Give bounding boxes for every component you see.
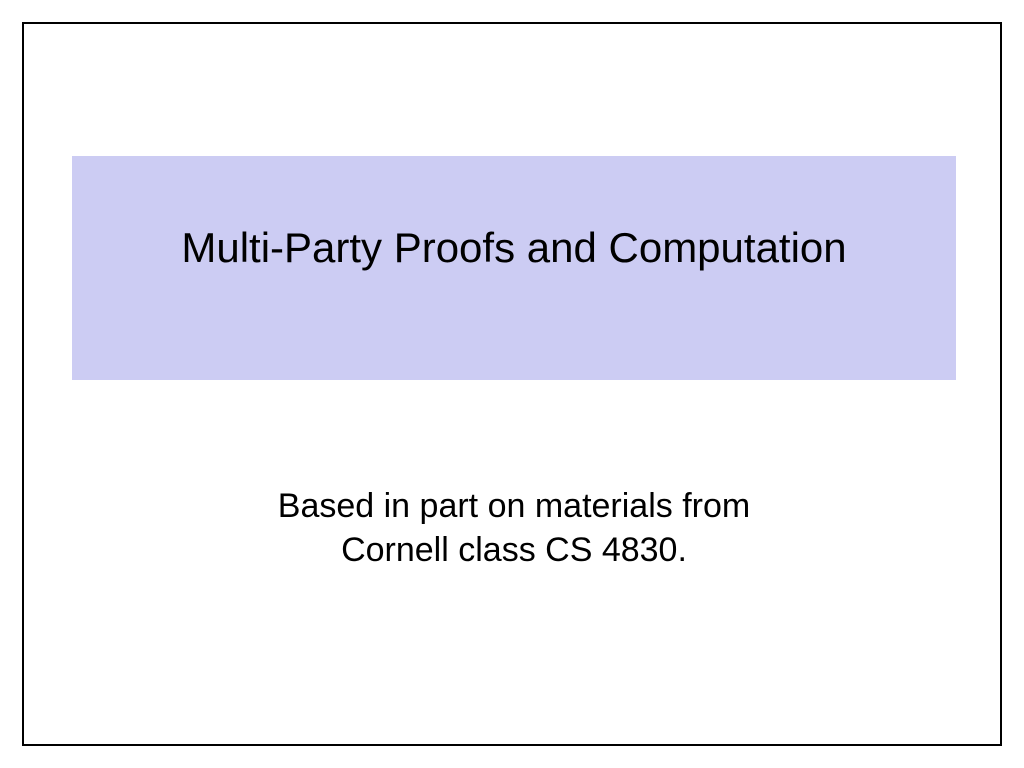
slide-frame: Multi-Party Proofs and Computation Based… <box>22 22 1002 746</box>
subtitle-line-2: Cornell class CS 4830. <box>154 528 874 572</box>
title-box: Multi-Party Proofs and Computation <box>72 156 956 380</box>
slide-title: Multi-Party Proofs and Computation <box>181 223 846 273</box>
subtitle-line-1: Based in part on materials from <box>154 484 874 528</box>
subtitle-box: Based in part on materials from Cornell … <box>154 484 874 572</box>
